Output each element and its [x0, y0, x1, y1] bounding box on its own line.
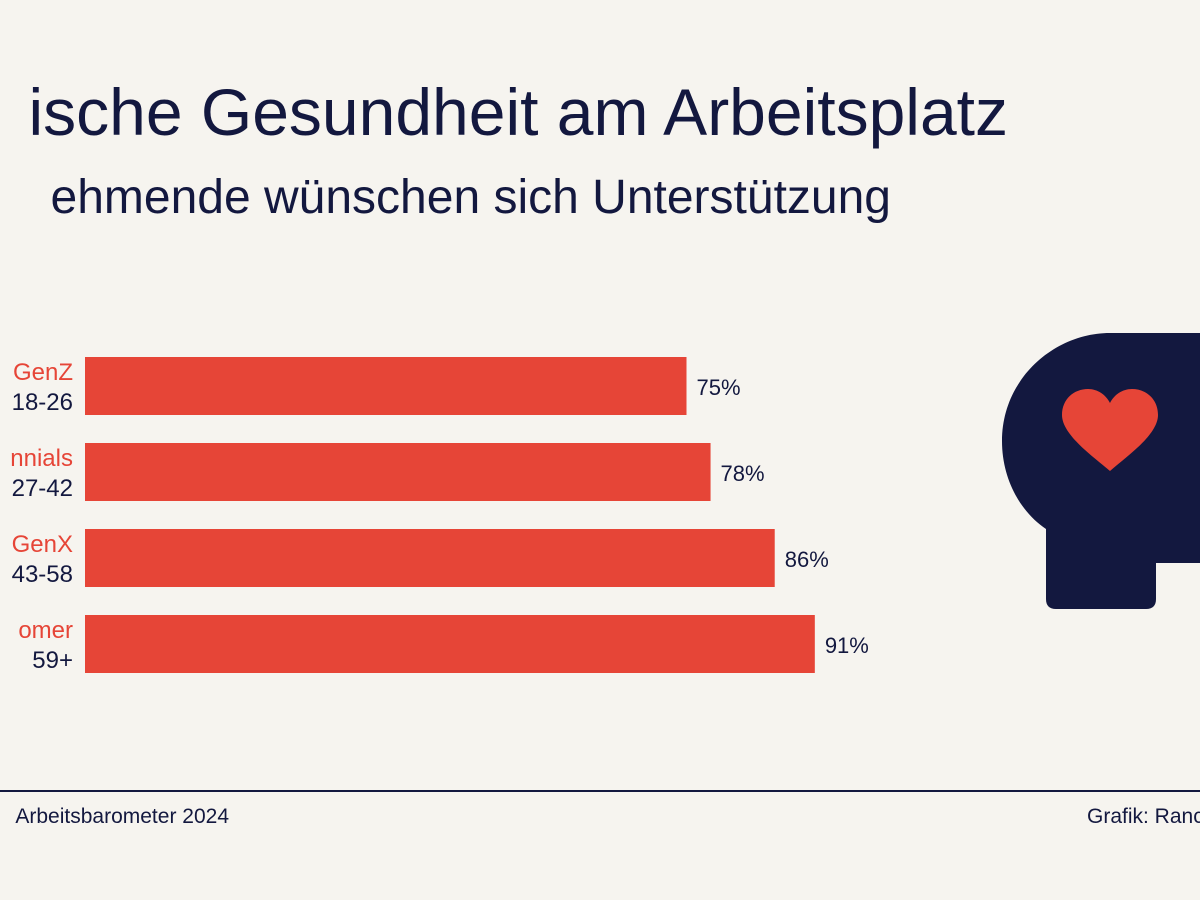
bar-genz: [85, 357, 687, 415]
bar-chart-svg: 75% GenZ 18-26 78% nnials 27-42 86% GenX 43-58 91…: [10, 357, 869, 674]
value-label: 78%: [721, 461, 765, 486]
age-range-label: 59+: [32, 647, 73, 674]
bar-nnials: [85, 443, 711, 501]
bar-genx: [85, 529, 775, 587]
age-range-label: 18-26: [12, 389, 73, 416]
source-note: Arbeitsbarometer 2024: [15, 805, 229, 828]
bar-chart: 75% GenZ 18-26 78% nnials 27-42 86% GenX 43-58 91…: [0, 340, 960, 690]
chart-title: ische Gesundheit am Arbeitsplatz: [28, 75, 1008, 149]
graphic-credit: Grafik: Ranc: [1087, 805, 1200, 828]
age-range-label: 43-58: [12, 561, 73, 588]
value-label: 91%: [825, 633, 869, 658]
category-label: GenX: [12, 531, 73, 558]
age-range-label: 27-42: [12, 475, 73, 502]
head-heart-icon: [1000, 333, 1200, 613]
category-label: nnials: [10, 445, 73, 472]
category-label: GenZ: [13, 359, 73, 386]
footer-divider: [0, 790, 1200, 792]
value-label: 75%: [697, 375, 741, 400]
head-silhouette: [1002, 333, 1200, 609]
bar-omer: [85, 615, 815, 673]
category-label: omer: [18, 617, 73, 644]
heart-shape: [1062, 389, 1158, 471]
value-label: 86%: [785, 547, 829, 572]
chart-subtitle: ehmende wünschen sich Unterstützung: [50, 171, 892, 224]
